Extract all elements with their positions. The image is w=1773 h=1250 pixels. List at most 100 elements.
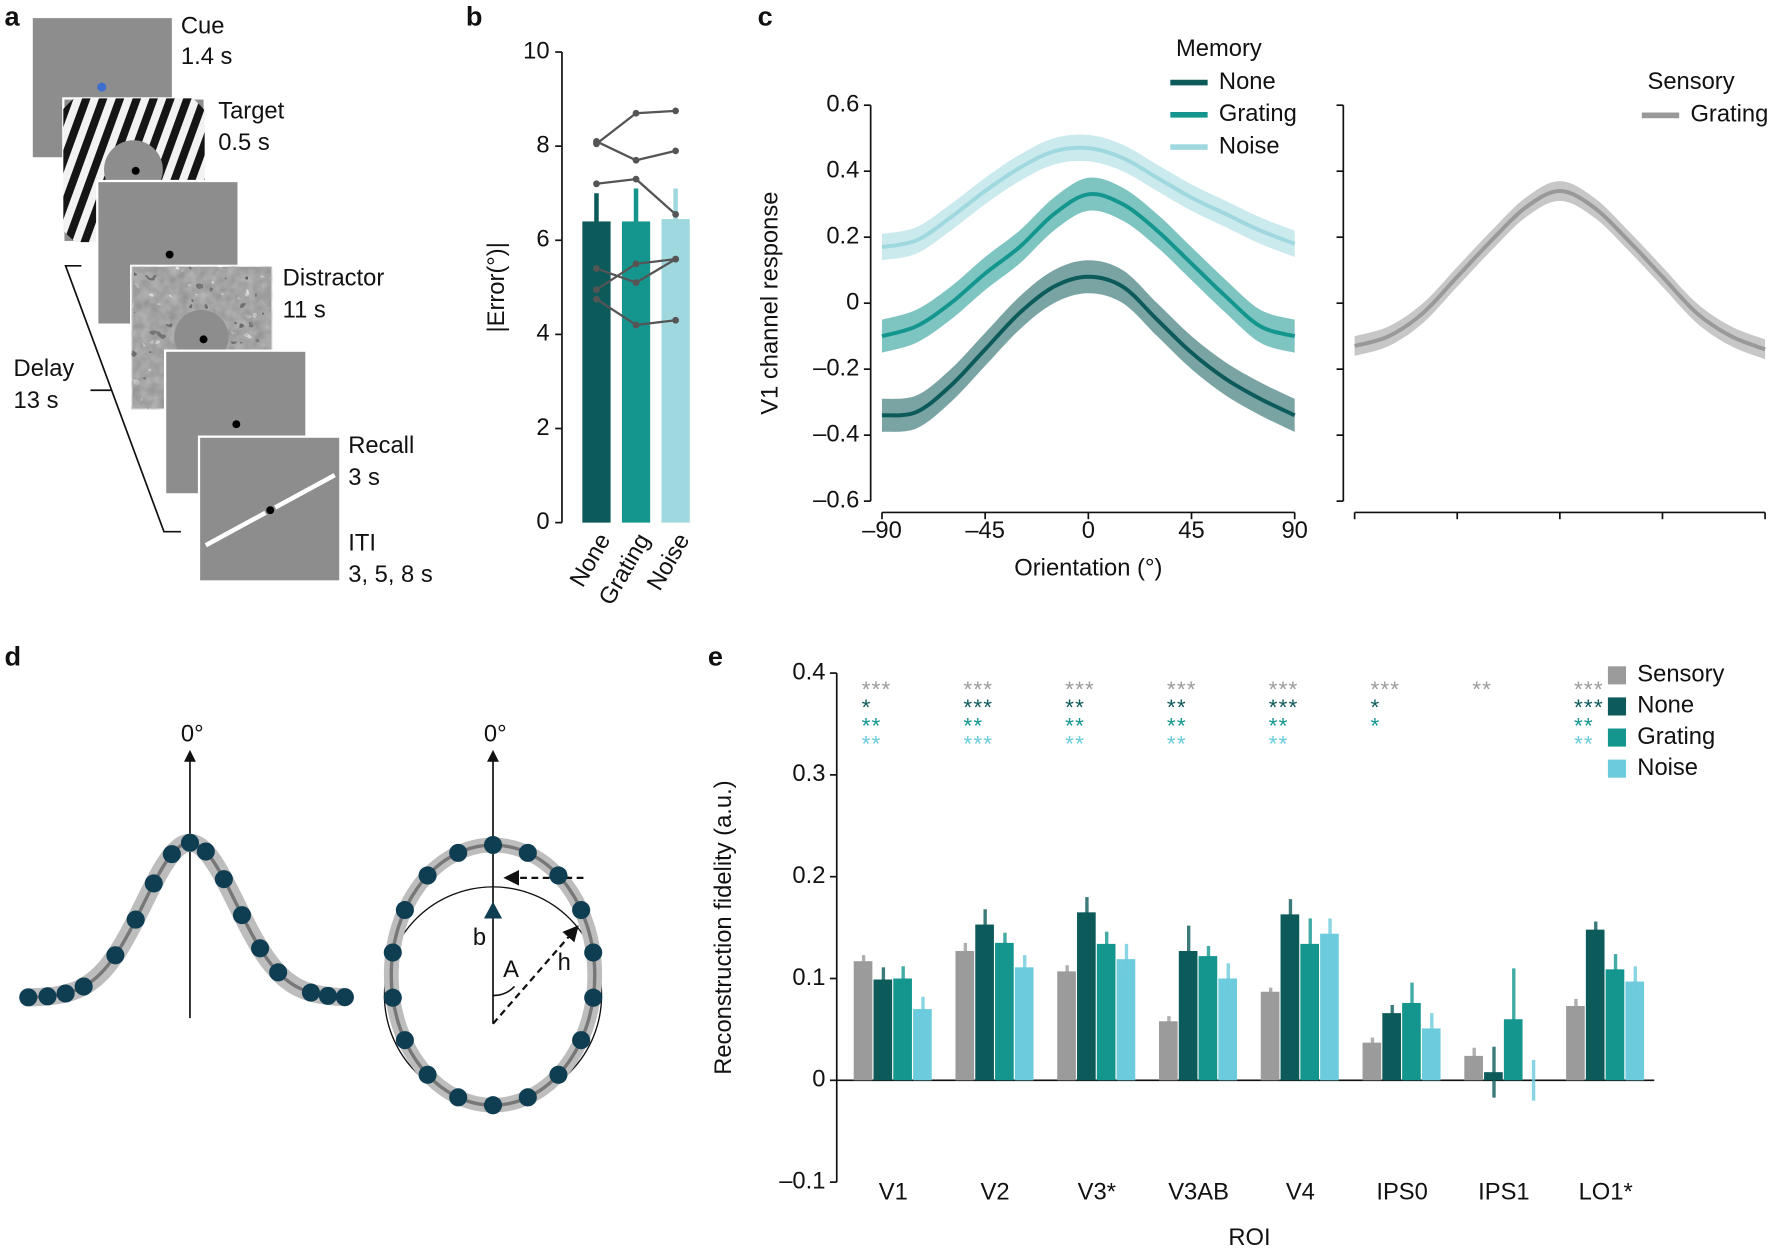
label: 13 s: [14, 387, 59, 414]
x-tick-label: IPS1: [1478, 1179, 1529, 1206]
significance: **: [1065, 731, 1085, 756]
curve: [28, 841, 345, 1000]
x-tick-label: IPS0: [1376, 1179, 1427, 1206]
significance: ***: [1574, 677, 1604, 702]
label: 3, 5, 8 s: [348, 561, 433, 588]
y-tick-label: 2: [536, 414, 549, 441]
subject-dot: [593, 138, 600, 145]
channel-dot: [269, 963, 288, 982]
fixation: [131, 166, 140, 175]
significance: ***: [1269, 677, 1299, 702]
subject-dot: [593, 286, 600, 294]
series-line: [881, 145, 1296, 250]
bar: [1362, 1042, 1382, 1081]
x-tick-label: 45: [1178, 517, 1204, 544]
channel-dot: [449, 843, 468, 862]
channel-dot: [395, 901, 414, 920]
legend-label: Grating: [1219, 100, 1297, 127]
panel-label: c: [758, 0, 773, 31]
significance: **: [1269, 731, 1289, 756]
bar: [621, 221, 651, 523]
bar: [661, 219, 690, 523]
channel-dot: [418, 1065, 437, 1084]
significance: ***: [963, 677, 993, 702]
significance: ***: [1065, 677, 1095, 702]
channel-dot: [549, 866, 568, 885]
task-schematic: Cue 1.4 s Target 0.5 s Distractor 11 s R…: [14, 12, 433, 588]
label: Delay: [14, 355, 75, 382]
channel-dot: [584, 943, 603, 962]
legend-swatch: [1607, 697, 1627, 716]
significance: ***: [1269, 695, 1299, 720]
x-tick-label: V1: [879, 1179, 908, 1206]
subject-dot: [632, 109, 640, 117]
x-tick-label: V4: [1286, 1179, 1315, 1206]
significance: ***: [1574, 695, 1604, 720]
channel-dot: [214, 870, 233, 889]
legend-swatch: [1607, 728, 1627, 747]
y-tick-label: –0.2: [813, 354, 859, 381]
y-tick-label: 0.2: [792, 862, 825, 889]
channel-dot: [418, 866, 437, 885]
channel-dot: [126, 910, 145, 929]
legend-label: None: [1637, 692, 1694, 719]
channel-dot: [106, 946, 125, 965]
projection-marker: [483, 901, 503, 919]
error-band: [881, 260, 1295, 432]
legend-swatch: [1607, 666, 1627, 685]
significance: **: [963, 713, 983, 738]
legend-label: Sensory: [1637, 661, 1724, 688]
bar: [1077, 912, 1096, 1081]
channel-dot: [56, 984, 75, 1003]
channel-dot: [196, 842, 215, 861]
x-tick-label: V2: [981, 1179, 1010, 1206]
subject-dot: [672, 210, 680, 218]
subject-dot: [593, 295, 600, 303]
x-tick-label: Noise: [642, 529, 696, 595]
significance: **: [862, 713, 882, 738]
label: 0°: [181, 721, 204, 748]
subject-dot: [632, 279, 640, 287]
significance: *: [1370, 695, 1380, 720]
reconstruction-schematic: 0° 0° b A h: [19, 721, 603, 1115]
significance: *: [862, 695, 872, 720]
channel-dot: [180, 833, 200, 852]
y-tick-label: 6: [536, 226, 549, 253]
bar: [1014, 967, 1034, 1081]
y-tick-label: –0.4: [813, 420, 859, 447]
bar: [1421, 1028, 1441, 1081]
channel-dot: [162, 845, 181, 864]
bar: [853, 961, 873, 1081]
significance: ***: [1167, 677, 1197, 702]
subject-dot: [593, 265, 600, 272]
significance: **: [862, 731, 882, 756]
legend-label: Grating: [1637, 723, 1715, 750]
significance: **: [1167, 695, 1187, 720]
y-tick-label: –0.6: [813, 486, 859, 513]
significance: *: [1370, 713, 1380, 738]
y-tick-label: 8: [536, 131, 549, 158]
x-tick-label: LO1*: [1579, 1179, 1633, 1206]
angle-arc: [492, 985, 516, 997]
y-axis-label: Reconstruction fidelity (a.u.): [710, 780, 737, 1074]
significance: **: [1574, 713, 1594, 738]
label: 1.4 s: [181, 43, 233, 70]
subject-dot: [632, 321, 640, 329]
bar: [1585, 929, 1605, 1081]
channel-dot: [518, 843, 537, 862]
label: Distractor: [283, 265, 385, 292]
channel-dot: [449, 1088, 468, 1107]
bar: [1057, 971, 1076, 1081]
bar: [995, 942, 1014, 1081]
y-tick-label: 0: [846, 288, 859, 315]
significance: **: [1065, 713, 1085, 738]
bar: [1260, 991, 1280, 1081]
panel-label: e: [708, 641, 723, 672]
subject-dot: [672, 255, 680, 263]
y-tick-label: 4: [536, 320, 549, 347]
error-band: [1354, 181, 1766, 360]
y-tick-label: 0.2: [826, 222, 859, 249]
legend-title: Memory: [1176, 35, 1262, 62]
channel-dot: [572, 1031, 591, 1050]
y-tick-label: 10: [523, 37, 549, 64]
